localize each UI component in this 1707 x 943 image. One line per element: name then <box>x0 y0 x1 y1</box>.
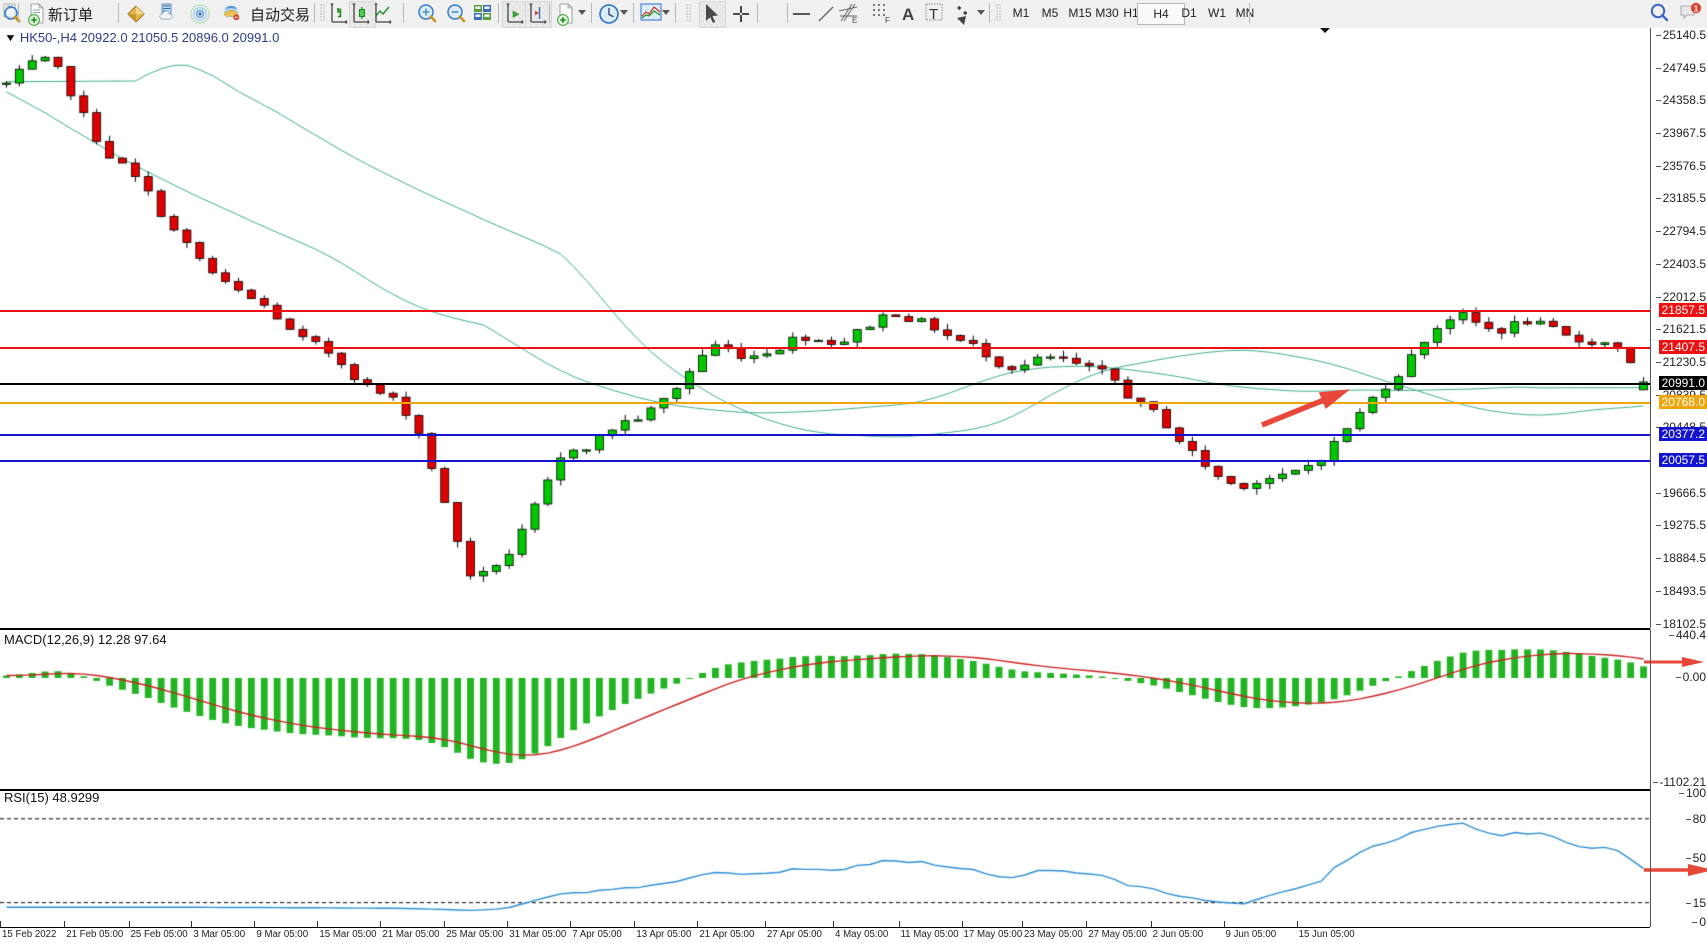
svg-text:F: F <box>885 16 890 25</box>
svg-text:1: 1 <box>1694 4 1699 13</box>
svg-text:T: T <box>929 6 938 23</box>
svg-text:E: E <box>852 16 857 25</box>
svg-text:A: A <box>902 5 914 24</box>
